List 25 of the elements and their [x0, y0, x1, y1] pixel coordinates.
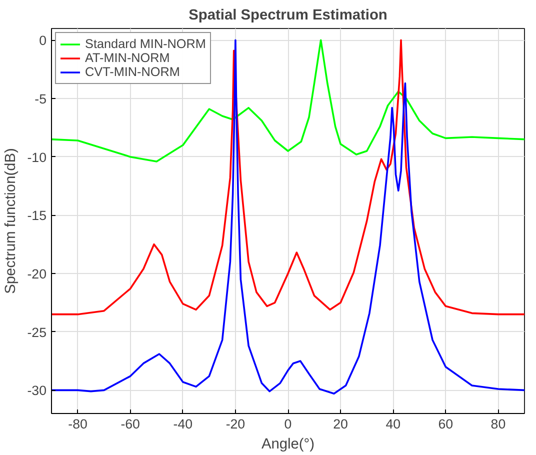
y-axis-title: Spectrum function(dB) — [3, 148, 20, 294]
legend-label: Standard MIN-NORM — [85, 37, 206, 51]
x-tick-label: 40 — [386, 416, 401, 432]
x-tick-label: 80 — [490, 416, 506, 432]
y-tick-label: -15 — [27, 208, 46, 224]
x-tick-label: -20 — [226, 416, 246, 432]
y-tick-label: -10 — [27, 150, 46, 165]
x-tick-label: 0 — [284, 416, 292, 432]
chart-title: Spatial Spectrum Estimation — [188, 8, 388, 24]
legend-label: AT-MIN-NORM — [85, 51, 170, 65]
x-tick-label: -80 — [68, 416, 88, 432]
x-tick-label: 20 — [333, 416, 348, 432]
y-tick-label: 0 — [39, 33, 47, 48]
x-tick-label: -60 — [120, 416, 140, 432]
y-tick-label: -25 — [27, 324, 46, 340]
x-axis-title: Angle(°) — [261, 436, 315, 452]
line-series — [52, 39, 524, 316]
line-series — [52, 39, 524, 162]
x-tick-label: 60 — [438, 416, 454, 432]
legend-label: CVT-MIN-NORM — [85, 65, 180, 79]
x-tick-label: -40 — [173, 416, 193, 432]
y-tick-label: -5 — [34, 92, 47, 106]
y-tick-label: -20 — [27, 266, 46, 282]
y-tick-label: -30 — [27, 383, 46, 398]
line-series — [52, 39, 524, 395]
